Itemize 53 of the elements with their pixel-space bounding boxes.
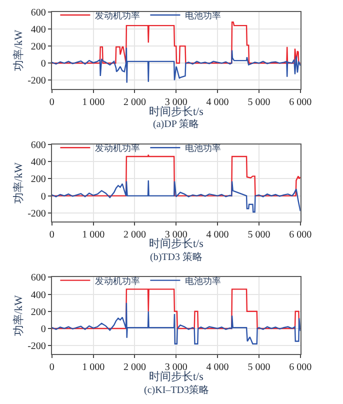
y-tick-label: 200 bbox=[30, 306, 46, 318]
text: (b)TD3 策略 bbox=[150, 251, 202, 263]
legend-label: 发动机功率 bbox=[95, 276, 140, 286]
x-tick-label: 2 000 bbox=[123, 229, 146, 240]
y-axis-title: 功率/kW bbox=[12, 29, 26, 71]
legend-label: 电池功率 bbox=[185, 10, 222, 20]
x-tick-label: 0 bbox=[49, 229, 54, 240]
text: (c)KI–TD3策略 bbox=[144, 384, 209, 396]
x-tick-label: 6 000 bbox=[289, 362, 312, 374]
y-tick-label: 400 bbox=[30, 290, 46, 301]
line-series bbox=[52, 47, 300, 84]
y-tick-label: 400 bbox=[30, 24, 46, 36]
x-tick-label: 6 000 bbox=[289, 96, 312, 108]
y-tick-label: 200 bbox=[30, 42, 46, 53]
x-axis-title: 时间步长t/s bbox=[149, 105, 204, 118]
x-tick-label: 4 000 bbox=[206, 96, 229, 108]
x-axis-title: 时间步长t/s bbox=[149, 237, 204, 250]
x-tick-label: 2 000 bbox=[123, 96, 146, 108]
y-tick-label: -200 bbox=[28, 208, 46, 220]
line-series bbox=[52, 154, 300, 196]
x-tick-label: 5 000 bbox=[248, 229, 270, 240]
y-axis-title: 功率/kW bbox=[12, 294, 26, 336]
x-tick-label: 2 000 bbox=[123, 362, 146, 374]
x-axis-title: 时间步长t/s bbox=[149, 370, 204, 383]
x-tick-label: 4 000 bbox=[206, 362, 229, 374]
line-series bbox=[52, 302, 300, 344]
y-axis-title: 功率/kW bbox=[12, 162, 26, 204]
y-tick-label: 600 bbox=[30, 140, 46, 152]
x-tick-label: 0 bbox=[49, 96, 54, 108]
text: (a)DP 策略 bbox=[153, 118, 200, 130]
x-tick-label: 0 bbox=[49, 362, 54, 374]
legend-label: 电池功率 bbox=[185, 276, 222, 286]
line-series bbox=[52, 180, 300, 213]
line-series bbox=[52, 22, 300, 64]
legend-label: 发动机功率 bbox=[95, 10, 140, 20]
x-tick-label: 6 000 bbox=[289, 229, 312, 240]
legend-label: 电池功率 bbox=[185, 143, 222, 154]
x-tick-label: 1 000 bbox=[82, 229, 105, 240]
y-tick-label: -200 bbox=[28, 341, 46, 352]
y-tick-label: 600 bbox=[30, 7, 46, 18]
y-tick-label: 200 bbox=[30, 174, 46, 186]
x-tick-label: 1 000 bbox=[82, 96, 105, 108]
y-tick-label: 0 bbox=[40, 58, 46, 70]
x-tick-label: 5 000 bbox=[248, 362, 270, 374]
y-tick-label: 600 bbox=[30, 272, 46, 284]
x-tick-label: 4 000 bbox=[206, 229, 229, 240]
legend-label: 发动机功率 bbox=[95, 143, 140, 154]
y-tick-label: 0 bbox=[40, 324, 46, 335]
x-tick-label: 1 000 bbox=[82, 362, 105, 374]
y-tick-label: -200 bbox=[28, 76, 46, 87]
y-tick-label: 400 bbox=[30, 157, 46, 168]
y-tick-label: 0 bbox=[40, 191, 46, 202]
x-tick-label: 5 000 bbox=[248, 96, 270, 108]
